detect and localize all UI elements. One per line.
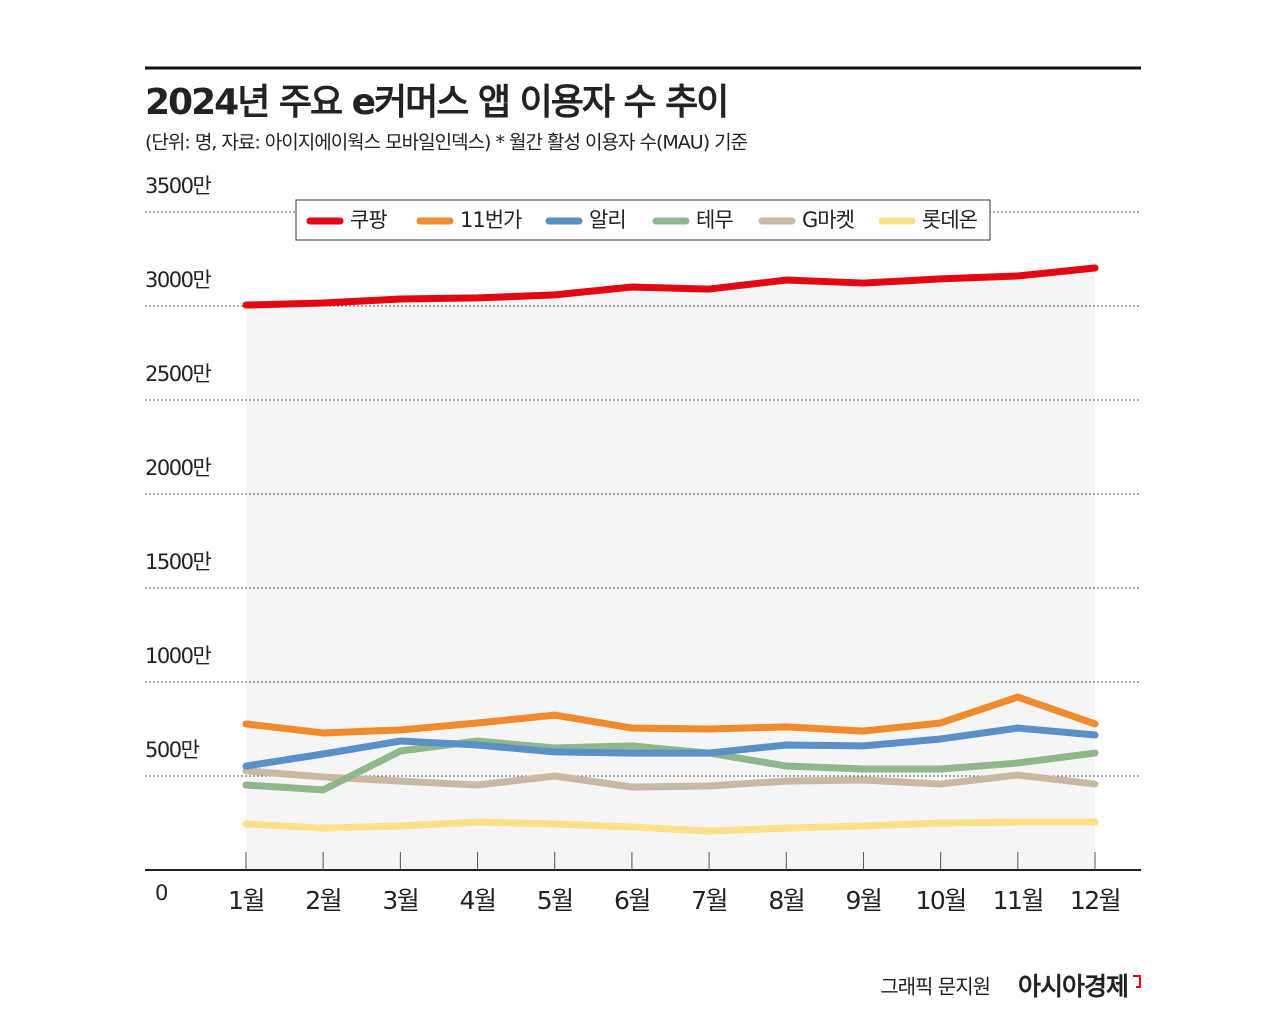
x-tick-label: 5월 <box>537 886 573 915</box>
legend-label: 롯데온 <box>922 208 978 232</box>
x-tick-label: 11월 <box>993 886 1043 915</box>
y-tick-label: 2000만 <box>145 456 211 480</box>
legend-label: 테무 <box>696 208 733 232</box>
plot: 0 500만 1000만 1500만 2000만 2500만 3000만 3500만 1월 2월 3… <box>145 174 1141 915</box>
series-line <box>242 818 1099 835</box>
series-line <box>242 724 1099 770</box>
series-line <box>242 767 1099 791</box>
x-tick-label: 3월 <box>382 886 418 915</box>
x-tick-label: 7월 <box>691 886 727 915</box>
series-line <box>242 264 1099 309</box>
x-tick-label: 9월 <box>846 886 882 915</box>
x-tick-label: 6월 <box>614 886 650 915</box>
legend-label: G마켓 <box>802 208 855 232</box>
x-tick-label: 2월 <box>305 886 341 915</box>
chart-title: 2024년 주요 e커머스 앱 이용자 수 추이 <box>145 82 727 123</box>
y-tick-label: 0 <box>155 881 167 905</box>
logo-mark <box>1133 975 1141 988</box>
y-tick-label: 3500만 <box>145 174 211 198</box>
legend: 쿠팡 11번가 알리 테무 G마켓 롯데온 <box>295 199 991 241</box>
y-tick-label: 2500만 <box>145 362 211 386</box>
subtitle: (단위: 명, 자료: 아이지에이웍스 모바일인덱스) * 월간 활성 이용자 … <box>145 132 748 154</box>
y-tick-label: 1000만 <box>145 644 211 668</box>
publisher: 아시아경제 <box>1018 972 1128 1001</box>
legend-label: 알리 <box>589 208 626 232</box>
y-tick-label: 500만 <box>145 738 200 762</box>
legend-box <box>295 199 991 241</box>
x-tick-label: 12월 <box>1070 886 1120 915</box>
x-tick-label: 4월 <box>460 886 496 915</box>
legend-label: 쿠팡 <box>350 208 387 232</box>
y-tick-label: 3000만 <box>145 268 211 292</box>
plot-background <box>246 268 1095 870</box>
credit: 그래픽 문지원 <box>880 975 990 999</box>
series-line <box>242 693 1099 737</box>
x-tick-label: 10월 <box>915 886 965 915</box>
series-line <box>242 737 1099 794</box>
legend-label: 11번가 <box>460 208 522 232</box>
y-tick-label: 1500만 <box>145 550 211 574</box>
x-tick-label: 1월 <box>228 886 264 915</box>
x-tick-label: 8월 <box>768 886 804 915</box>
